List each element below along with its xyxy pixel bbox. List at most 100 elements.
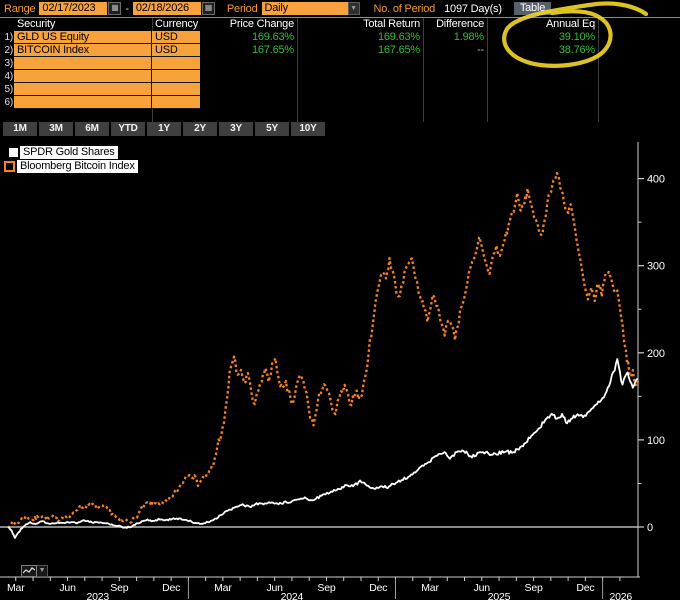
table-row: 5) <box>0 83 680 96</box>
svg-text:Sep: Sep <box>317 582 335 594</box>
calendar-icon[interactable]: ▦ <box>201 2 215 15</box>
security-cell[interactable] <box>14 70 152 83</box>
period-tabs: 1M 3M 6M YTD 1Y 2Y 3Y 5Y 10Y <box>3 122 325 136</box>
performance-chart[interactable]: 0 100 200 300 400 Mar Jun Sep Dec Mar Jun Sep Dec Mar… <box>0 140 680 600</box>
security-cell[interactable] <box>14 57 152 70</box>
security-cell[interactable] <box>14 83 152 96</box>
svg-text:200: 200 <box>647 348 665 360</box>
range-end-field[interactable]: 02/18/2026 <box>132 2 201 15</box>
header-annual-eq: Annual Eq <box>546 18 595 30</box>
svg-text:Sep: Sep <box>525 582 543 594</box>
legend-item-gold[interactable]: SPDR Gold Shares <box>9 146 138 159</box>
svg-text:0: 0 <box>647 522 653 534</box>
column-divider <box>423 18 424 122</box>
table-button[interactable]: Table <box>513 2 552 15</box>
legend-item-bitcoin[interactable]: Bloomberg Bitcoin Index <box>4 160 138 173</box>
calendar-icon[interactable]: ▦ <box>108 2 122 15</box>
num-period-value: 1097 Day(s) <box>444 2 502 15</box>
row-number: 3) <box>4 58 14 69</box>
security-cell[interactable]: BITCOIN Index <box>14 44 152 57</box>
svg-text:Dec: Dec <box>162 582 180 594</box>
currency-cell[interactable] <box>152 57 200 70</box>
legend-label: SPDR Gold Shares <box>20 146 118 159</box>
header-currency: Currency <box>155 18 199 30</box>
svg-text:Dec: Dec <box>576 582 594 594</box>
table-row: 2) BITCOIN Index USD 167.65% 167.65% -- … <box>0 44 680 57</box>
column-divider <box>598 18 599 122</box>
table-row: 4) <box>0 70 680 83</box>
header-difference: Difference <box>436 18 484 30</box>
column-divider <box>297 18 298 122</box>
chevron-down-icon[interactable]: ▼ <box>37 565 48 577</box>
annual-eq-value: 39.10% <box>558 31 595 43</box>
svg-text:Mar: Mar <box>214 582 232 594</box>
tab-5y[interactable]: 5Y <box>255 122 289 136</box>
tab-3m[interactable]: 3M <box>39 122 73 136</box>
column-divider <box>487 18 488 122</box>
tab-3y[interactable]: 3Y <box>219 122 253 136</box>
svg-text:2024: 2024 <box>281 591 304 600</box>
chart-type-selector: ▼ <box>21 565 48 577</box>
header-security: Security <box>17 18 56 30</box>
gold-series-swatch-icon <box>9 148 18 157</box>
annual-eq-value: 38.76% <box>558 44 595 56</box>
total-return-value: 169.63% <box>377 31 420 43</box>
currency-cell[interactable] <box>152 96 200 109</box>
currency-cell[interactable] <box>152 70 200 83</box>
price-change-value: 167.65% <box>251 44 294 56</box>
period-select[interactable]: Daily <box>261 2 348 15</box>
header-total-return: Total Return <box>363 18 420 30</box>
currency-cell[interactable] <box>152 83 200 96</box>
svg-text:100: 100 <box>647 435 665 447</box>
svg-text:Sep: Sep <box>110 582 128 594</box>
toolbar: Range 02/17/2023 ▦ - 02/18/2026 ▦ Period… <box>0 0 680 17</box>
bitcoin-series-swatch-icon <box>4 161 15 172</box>
tab-ytd[interactable]: YTD <box>111 122 145 136</box>
range-label: Range <box>4 2 36 15</box>
svg-text:Dec: Dec <box>369 582 387 594</box>
svg-text:Jun: Jun <box>474 582 491 594</box>
security-cell[interactable]: GLD US Equity <box>14 31 152 44</box>
row-number: 2) <box>4 45 14 56</box>
line-chart-icon[interactable] <box>21 565 37 577</box>
table-row: 3) <box>0 57 680 70</box>
range-start-field[interactable]: 02/17/2023 <box>39 2 108 15</box>
row-number: 1) <box>4 32 14 43</box>
period-label: Period <box>226 2 258 15</box>
currency-cell[interactable]: USD <box>152 44 200 57</box>
svg-text:Mar: Mar <box>421 582 439 594</box>
header-price-change: Price Change <box>229 18 294 30</box>
row-number: 6) <box>4 97 14 108</box>
num-period-label: No. of Period <box>373 2 436 15</box>
tab-1y[interactable]: 1Y <box>147 122 181 136</box>
chevron-down-icon[interactable]: ▼ <box>347 2 360 15</box>
chart-legend: SPDR Gold Shares Bloomberg Bitcoin Index <box>4 146 138 174</box>
tab-10y[interactable]: 10Y <box>291 122 325 136</box>
legend-label: Bloomberg Bitcoin Index <box>17 160 138 173</box>
tab-2y[interactable]: 2Y <box>183 122 217 136</box>
range-separator: - <box>125 2 129 15</box>
svg-text:2023: 2023 <box>86 591 109 600</box>
table-header-row: Security Currency Price Change Total Ret… <box>0 18 680 31</box>
table-row: 1) GLD US Equity USD 169.63% 169.63% 1.9… <box>0 31 680 44</box>
tab-6m[interactable]: 6M <box>75 122 109 136</box>
svg-text:2026: 2026 <box>609 591 632 600</box>
svg-text:Jun: Jun <box>59 582 76 594</box>
security-cell[interactable] <box>14 96 152 109</box>
row-number: 4) <box>4 71 14 82</box>
currency-cell[interactable]: USD <box>152 31 200 44</box>
table-row: 6) <box>0 96 680 109</box>
tab-1m[interactable]: 1M <box>3 122 37 136</box>
price-change-value: 169.63% <box>251 31 294 43</box>
difference-value: 1.98% <box>453 31 484 43</box>
svg-text:300: 300 <box>647 261 665 273</box>
svg-text:Jun: Jun <box>266 582 283 594</box>
row-number: 5) <box>4 84 14 95</box>
svg-text:2025: 2025 <box>488 591 511 600</box>
difference-value: -- <box>477 44 484 56</box>
svg-text:400: 400 <box>647 174 665 186</box>
securities-table: Security Currency Price Change Total Ret… <box>0 17 680 122</box>
svg-text:Mar: Mar <box>7 582 25 594</box>
total-return-value: 167.65% <box>377 44 420 56</box>
